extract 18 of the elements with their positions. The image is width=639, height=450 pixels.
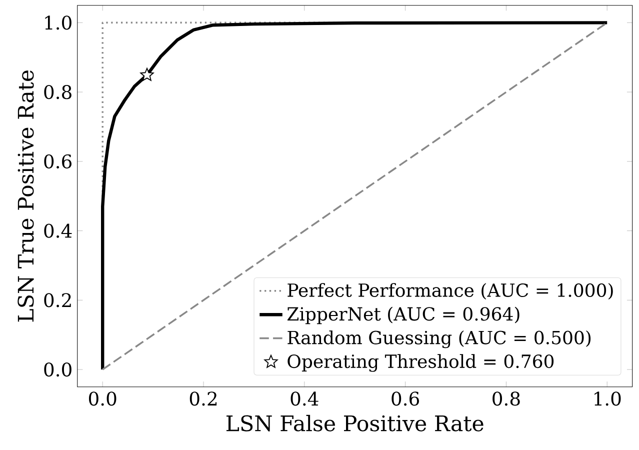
y-tick-label: 0.2: [44, 293, 71, 308]
x-tick-label: 0.8: [492, 392, 520, 406]
x-tick-label: 1.0: [594, 392, 621, 406]
x-tick-label: 0.4: [290, 392, 318, 406]
legend-label: Perfect Performance (AUC = 1.000): [288, 283, 613, 300]
x-tick-label: 0.2: [190, 392, 217, 406]
x-tick-label: 0.0: [88, 392, 116, 406]
y-tick-label: 0.6: [44, 154, 72, 169]
x-axis-title: LSN False Positive Rate: [226, 415, 484, 432]
y-tick-label: 0.0: [44, 362, 72, 377]
legend-label: Random Guessing (AUC = 0.500): [288, 330, 591, 348]
y-tick-label: 0.8: [44, 85, 72, 100]
legend-label: ZipperNet (AUC = 0.964): [287, 306, 520, 324]
legend-label: Operating Threshold = 0.760: [288, 354, 554, 372]
y-tick-label: 0.4: [44, 224, 72, 238]
y-tick-label: 1.0: [45, 16, 72, 30]
y-axis-title: LSN True Positive Rate: [18, 70, 34, 322]
x-tick-label: 0.6: [392, 392, 419, 406]
